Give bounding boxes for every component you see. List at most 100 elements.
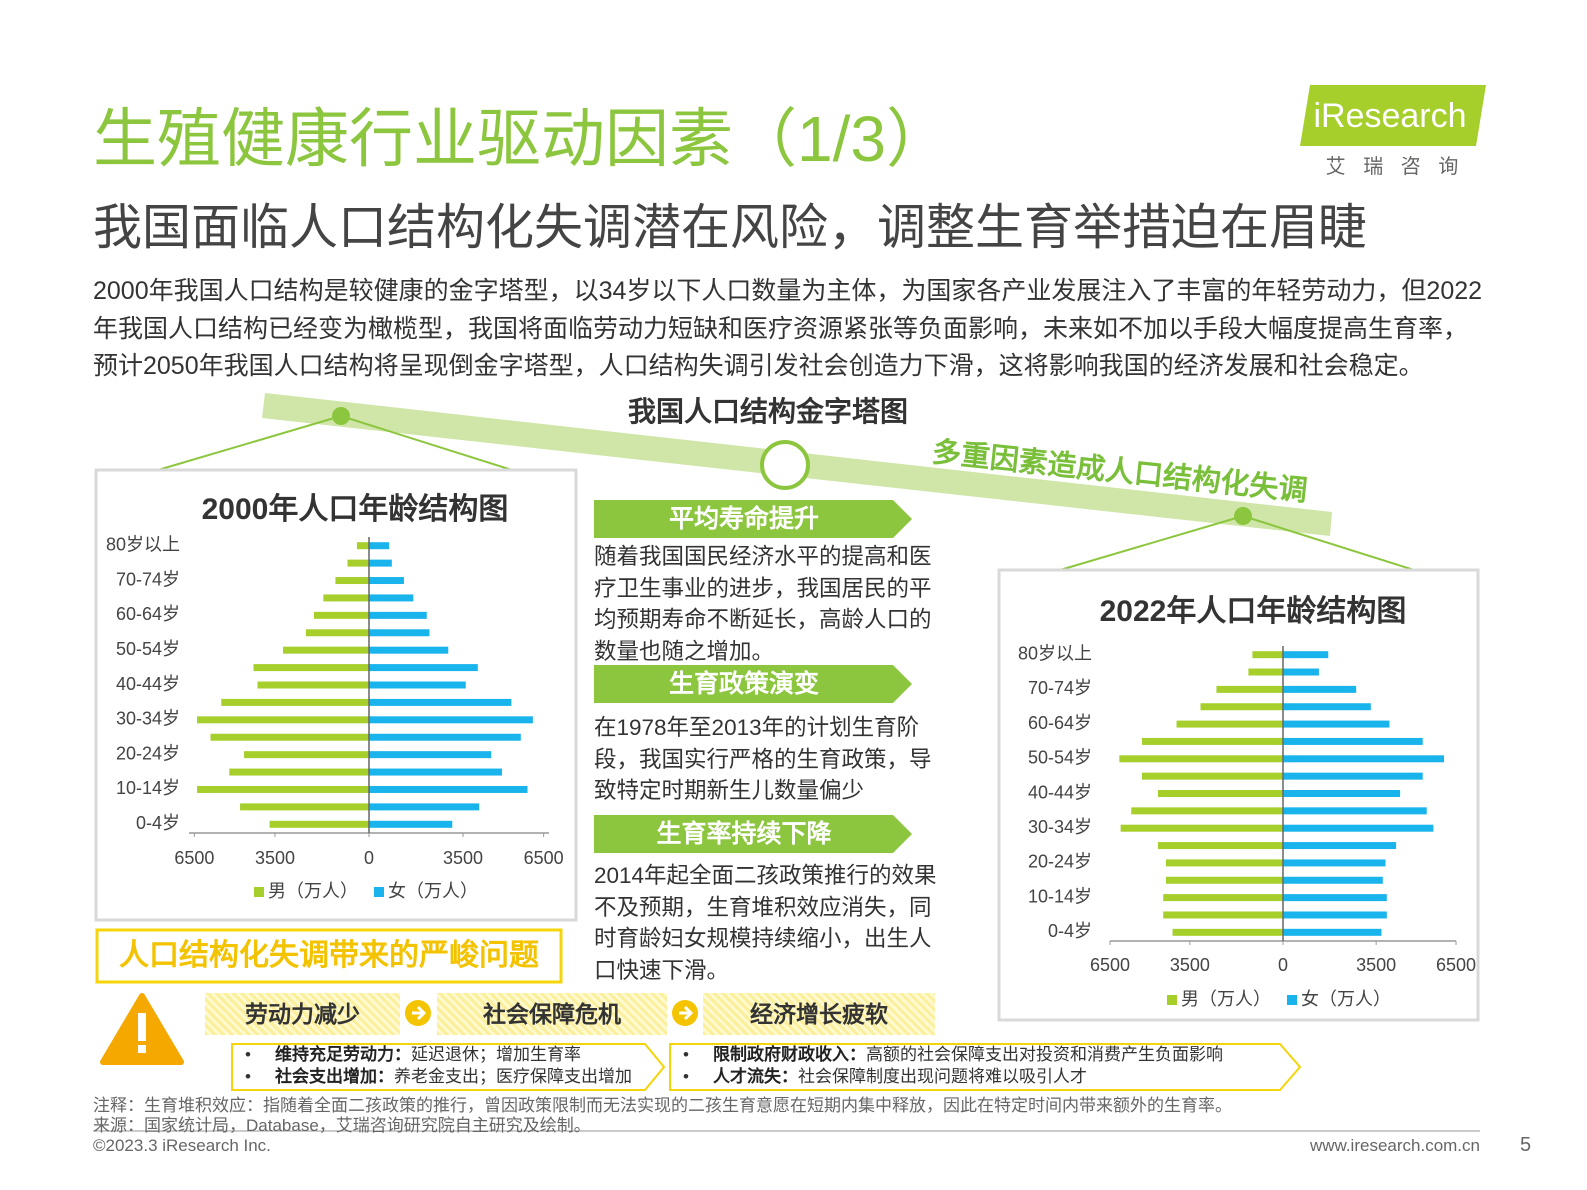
bar: [1283, 720, 1390, 728]
y-tick-label: 0-4岁: [1048, 921, 1092, 941]
problem-title-box: [95, 928, 563, 984]
bar: [1283, 755, 1445, 763]
note-line: 社会支出增加：养老金支出；医疗保障支出增加: [245, 1066, 632, 1088]
note-group: 维持充足劳动力：延迟退休；增加生育率 社会支出增加：养老金支出；医疗保障支出增加: [245, 1044, 632, 1088]
diagram-title: 我国人口结构金字塔图: [627, 396, 908, 427]
y-tick-label: 10-14岁: [116, 778, 180, 798]
bar: [1283, 894, 1387, 902]
bar: [369, 577, 404, 585]
bar: [1172, 928, 1283, 936]
bar: [369, 664, 478, 672]
bar: [356, 542, 369, 550]
bar: [257, 681, 369, 689]
note-label: 人才流失：: [713, 1067, 798, 1086]
bar: [1283, 807, 1427, 815]
note-text: 高额的社会保障支出对投资和消费产生负面影响: [866, 1045, 1223, 1064]
connector: [1242, 515, 1415, 571]
bar: [1283, 842, 1397, 850]
bar: [1157, 790, 1283, 797]
bar: [244, 751, 369, 759]
bar: [369, 768, 502, 776]
connector: [157, 415, 342, 471]
warning-mark: [138, 1045, 146, 1053]
bar: [1283, 703, 1371, 711]
factor-title: 生育政策演变: [668, 670, 819, 698]
bar: [1283, 859, 1386, 867]
bar: [313, 611, 369, 619]
bar: [210, 733, 369, 741]
bar: [305, 629, 369, 637]
bar: [1283, 737, 1423, 745]
factor-text: 在1978年至2013年的计划生育阶段，我国实行严格的生育政策，导致特定时期新生…: [594, 715, 932, 803]
bar: [283, 646, 369, 654]
bar: [369, 594, 414, 602]
factor-arrow: [594, 500, 912, 538]
legend-label: 男（万人）: [268, 881, 358, 901]
bar: [1283, 824, 1434, 832]
problem-title: 人口结构化失调带来的严峻问题: [119, 939, 539, 972]
y-tick-label: 50-54岁: [1028, 748, 1092, 768]
bar: [1176, 720, 1283, 728]
problem-item: 社会保障危机: [437, 993, 667, 1035]
bar: [1283, 876, 1383, 884]
y-tick-label: 40-44岁: [1028, 782, 1092, 802]
x-tick-label: 0: [1278, 955, 1288, 975]
bar: [197, 785, 369, 793]
bar: [369, 820, 453, 828]
chart-title: 2022年人口年龄结构图: [1100, 595, 1407, 628]
note-label: 维持充足劳动力：: [275, 1045, 411, 1064]
bar: [240, 803, 369, 811]
y-tick-label: 50-54岁: [116, 639, 180, 659]
arrow-icon: [679, 1005, 694, 1021]
chart-title: 2000年人口年龄结构图: [202, 493, 509, 526]
bar: [1165, 859, 1283, 867]
connector: [1059, 515, 1244, 571]
legend-swatch: [254, 887, 264, 897]
y-tick-label: 80岁以上: [106, 534, 180, 554]
note-text: 社会保障制度出现问题将难以吸引人才: [798, 1067, 1087, 1086]
bar: [369, 698, 512, 706]
x-tick-label: 3500: [1170, 955, 1210, 975]
x-tick-label: 0: [364, 848, 374, 868]
logo-bg: [1300, 85, 1486, 146]
bar: [1283, 651, 1329, 659]
y-tick-label: 70-74岁: [1028, 678, 1092, 698]
bar: [1248, 668, 1283, 676]
y-tick-label: 0-4岁: [136, 813, 180, 833]
y-tick-label: 30-34岁: [116, 709, 180, 729]
bar: [369, 681, 466, 689]
bar: [1283, 668, 1319, 676]
legend-swatch: [374, 887, 384, 897]
connector: [340, 415, 513, 471]
bar: [369, 629, 430, 637]
subtitle: 我国面临人口结构化失调潜在风险，调整生育举措迫在眉睫: [93, 201, 1368, 255]
footnote: 注释：生育堆积效应：指随着全面二孩政策的推行，曾因政策限制而无法实现的二孩生育意…: [93, 1096, 1232, 1115]
pivot: [760, 440, 810, 490]
bar: [1283, 911, 1387, 919]
factor-title: 平均寿命提升: [668, 505, 819, 533]
bar: [1141, 737, 1283, 745]
bar: [1157, 842, 1283, 850]
factor-text: 2014年起全面二孩政策推行的效果不及预期，生育堆积效应消失，同时育龄妇女规模持…: [594, 863, 937, 983]
bar: [335, 577, 369, 585]
intro-text: 2000年我国人口结构是较健康的金字塔型，以34岁以下人口数量为主体，为国家各产…: [93, 277, 1483, 380]
y-tick-label: 60-64岁: [1028, 713, 1092, 733]
bar: [369, 646, 449, 654]
bar: [1119, 755, 1283, 763]
y-tick-label: 20-24岁: [116, 743, 180, 763]
factor-arrow: [594, 665, 912, 703]
bar: [369, 785, 528, 793]
x-tick-label: 6500: [524, 848, 564, 868]
x-tick-label: 3500: [255, 848, 295, 868]
y-tick-label: 80岁以上: [1018, 643, 1092, 663]
bar: [347, 559, 369, 567]
bar: [369, 559, 392, 567]
chart-box: [94, 468, 578, 922]
bar: [1252, 651, 1283, 659]
logo-cn: 艾 瑞 咨 询: [1325, 156, 1465, 178]
bar: [369, 716, 533, 724]
bar: [369, 751, 492, 759]
x-tick-label: 6500: [1436, 955, 1476, 975]
bar: [369, 803, 480, 811]
